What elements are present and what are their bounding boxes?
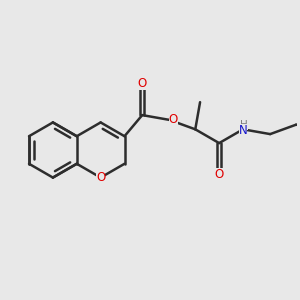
- Text: O: O: [214, 168, 224, 181]
- Text: H: H: [240, 120, 248, 130]
- Text: O: O: [138, 77, 147, 90]
- Text: O: O: [96, 171, 105, 184]
- Text: O: O: [169, 113, 178, 126]
- Text: N: N: [238, 124, 247, 137]
